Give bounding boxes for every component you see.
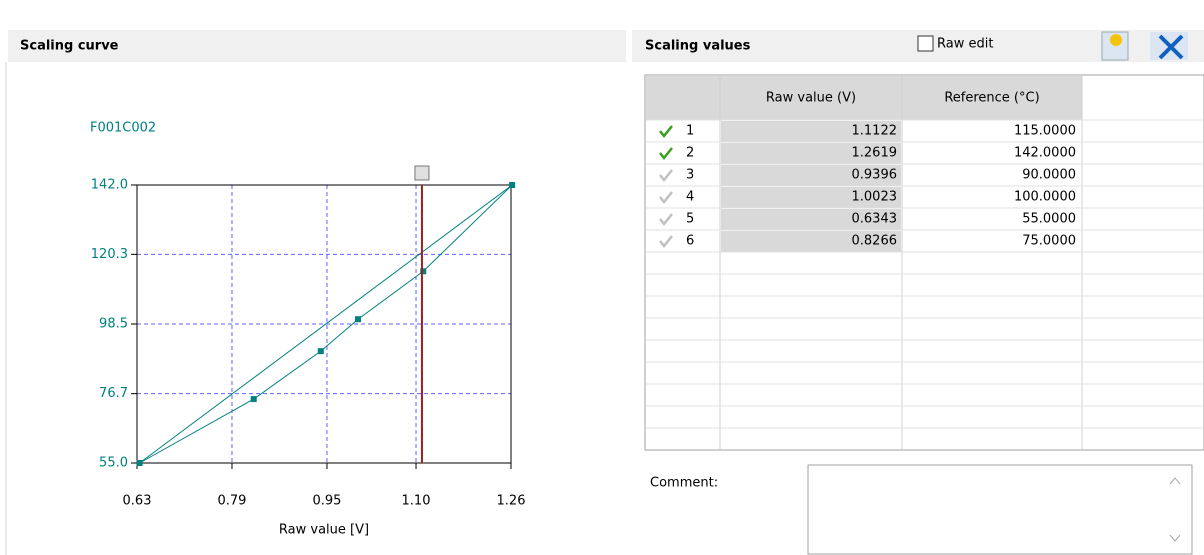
raw-edit-checkbox[interactable] [918, 36, 933, 51]
reference-value: 90.0000 [1022, 168, 1076, 183]
row-number: 3 [686, 168, 694, 183]
comment-label: Comment: [650, 476, 718, 491]
x-tick-label: 0.63 [123, 494, 152, 509]
y-tick-label: 55.0 [99, 456, 128, 471]
x-tick-label: 1.26 [497, 494, 526, 509]
raw-value: 0.9396 [852, 168, 898, 183]
cursor-handle [415, 166, 429, 180]
screen: Scaling curve Scaling values Raw edit Co… [0, 0, 1204, 555]
column-header: Reference (°C) [944, 91, 1039, 106]
point [355, 316, 361, 322]
x-axis-title: Raw value [V] [279, 523, 369, 538]
raw-value: 0.8266 [852, 234, 898, 249]
x-tick-label: 0.95 [312, 494, 341, 509]
reference-value: 115.0000 [1014, 124, 1076, 139]
point [251, 396, 257, 402]
row-number: 6 [686, 234, 694, 249]
raw-value: 1.2619 [852, 146, 898, 161]
series-label: F001C002 [90, 121, 156, 136]
delete-icon[interactable] [1150, 32, 1188, 60]
reference-value: 75.0000 [1022, 234, 1076, 249]
reference-value: 142.0000 [1014, 146, 1076, 161]
x-tick-label: 0.79 [218, 494, 247, 509]
y-tick-label: 98.5 [99, 317, 128, 332]
comment-box[interactable] [808, 465, 1192, 554]
raw-edit-label[interactable]: Raw edit [937, 37, 993, 52]
row-number: 4 [686, 190, 694, 205]
column-header: Raw value (V) [766, 91, 856, 106]
point [509, 182, 515, 188]
page: {"left_panel":{"title":"Scaling curve"},… [0, 0, 1204, 555]
y-tick-label: 142.0 [91, 178, 128, 193]
point [137, 460, 143, 466]
y-tick-label: 76.7 [99, 386, 128, 401]
left-title: Scaling curve [20, 39, 119, 54]
y-tick-label: 120.3 [91, 247, 128, 262]
raw-value: 0.6343 [852, 212, 898, 227]
reference-value: 100.0000 [1014, 190, 1076, 205]
row-number: 1 [686, 124, 694, 139]
row-number: 2 [686, 146, 694, 161]
point [318, 348, 324, 354]
row-number: 5 [686, 212, 694, 227]
new-icon[interactable] [1102, 32, 1128, 60]
x-tick-label: 1.10 [402, 494, 431, 509]
raw-value: 1.1122 [852, 124, 898, 139]
raw-value: 1.0023 [852, 190, 898, 205]
right-title: Scaling values [645, 39, 751, 54]
reference-value: 55.0000 [1022, 212, 1076, 227]
